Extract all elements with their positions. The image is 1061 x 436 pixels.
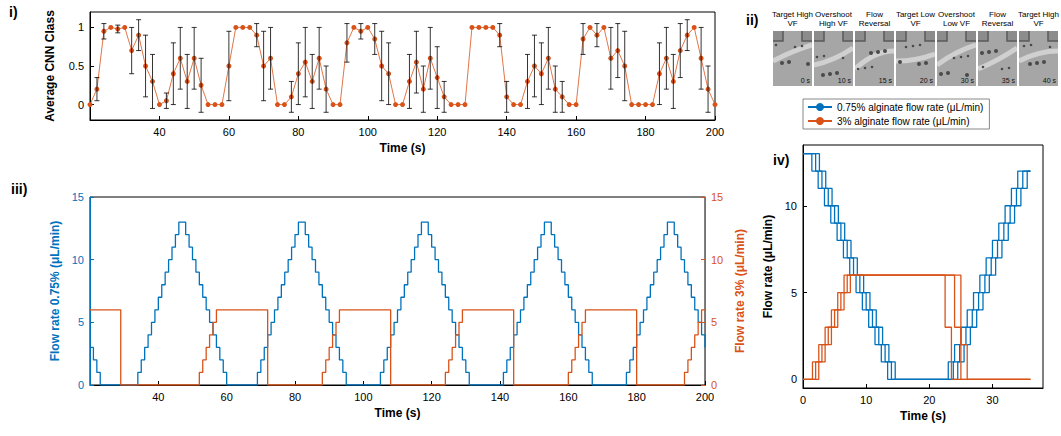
svg-text:Time (s): Time (s) [380,141,426,155]
svg-text:100: 100 [359,126,377,138]
svg-text:60: 60 [221,391,233,403]
svg-text:15 s: 15 s [879,77,893,84]
svg-text:15: 15 [711,191,723,203]
svg-text:5: 5 [791,287,797,299]
svg-text:0: 0 [78,99,84,111]
html-text:Target High VF: Target High VF [1018,10,1059,28]
svg-text:iii): iii) [11,181,27,197]
svg-text:15: 15 [72,191,84,203]
svg-text:0 s: 0 s [801,77,811,84]
svg-text:20: 20 [923,394,935,406]
svg-text:Average CNN Class: Average CNN Class [43,10,57,122]
svg-text:Time (s): Time (s) [375,406,421,420]
svg-text:160: 160 [567,126,585,138]
svg-text:0: 0 [711,379,717,391]
svg-text:10 s: 10 s [838,77,852,84]
svg-text:100: 100 [354,391,372,403]
svg-text:120: 120 [428,126,446,138]
svg-text:0: 0 [791,373,797,385]
svg-text:80: 80 [289,391,301,403]
svg-text:40: 40 [153,126,165,138]
svg-text:120: 120 [422,391,440,403]
svg-text:Flow rate 0.75% (μL/min): Flow rate 0.75% (μL/min) [48,221,62,362]
svg-text:10: 10 [785,200,797,212]
svg-text:10: 10 [72,254,84,266]
svg-text:0: 0 [78,379,84,391]
svg-text:5: 5 [78,316,84,328]
svg-text:Flow rate (μL/min): Flow rate (μL/min) [761,215,775,318]
svg-text:iv): iv) [773,152,789,168]
svg-text:60: 60 [223,126,235,138]
svg-text:80: 80 [292,126,304,138]
svg-text:40 s: 40 s [1043,77,1057,84]
svg-text:30 s: 30 s [961,77,975,84]
svg-text:i): i) [9,4,18,20]
html-text:Target Low VF: Target Low VF [895,10,936,28]
svg-text:0: 0 [800,394,806,406]
svg-text:10: 10 [860,394,872,406]
html-text:Target High VF: Target High VF [772,10,813,28]
svg-text:40: 40 [152,391,164,403]
svg-text:200: 200 [706,126,724,138]
html-text:Flow Reversal: Flow Reversal [858,10,891,28]
svg-text:5: 5 [711,316,717,328]
svg-text:Time (s): Time (s) [900,409,946,423]
html-text:Flow Reversal: Flow Reversal [981,10,1014,28]
svg-text:20 s: 20 s [920,77,934,84]
html-text:Overshoot Low VF: Overshoot Low VF [938,10,975,28]
svg-text:Flow rate 3% (μL/min): Flow rate 3% (μL/min) [733,229,747,353]
svg-text:140: 140 [491,391,509,403]
svg-text:35 s: 35 s [1002,77,1016,84]
svg-text:0.75% alginate flow rate (μL/m: 0.75% alginate flow rate (μL/min) [837,102,983,113]
html-text:ii): ii) [746,12,759,28]
svg-text:10: 10 [711,254,723,266]
svg-text:180: 180 [636,126,654,138]
svg-text:200: 200 [696,391,714,403]
svg-text:30: 30 [986,394,998,406]
html-text:Overshoot High VF: Overshoot High VF [815,10,852,28]
svg-text:140: 140 [497,126,515,138]
svg-text:180: 180 [627,391,645,403]
svg-text:0.5: 0.5 [69,60,84,72]
svg-text:1: 1 [78,21,84,33]
svg-text:160: 160 [559,391,577,403]
svg-text:3% alginate flow rate (μL/min): 3% alginate flow rate (μL/min) [837,116,970,127]
